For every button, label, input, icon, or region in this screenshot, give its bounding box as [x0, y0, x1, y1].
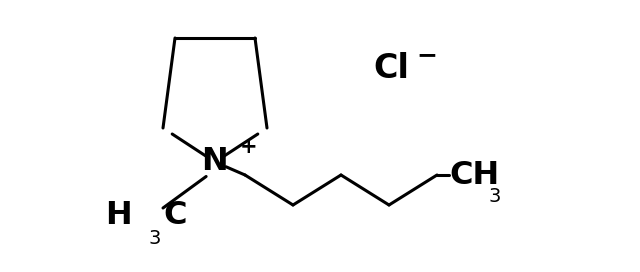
Text: CH: CH [449, 159, 499, 190]
Text: +: + [240, 137, 258, 157]
Text: C: C [163, 200, 186, 231]
Text: H: H [105, 200, 132, 231]
Text: Cl: Cl [373, 51, 409, 85]
Text: 3: 3 [148, 229, 161, 248]
Text: 3: 3 [489, 187, 501, 206]
Text: −: − [416, 43, 437, 67]
Text: N: N [202, 147, 228, 178]
